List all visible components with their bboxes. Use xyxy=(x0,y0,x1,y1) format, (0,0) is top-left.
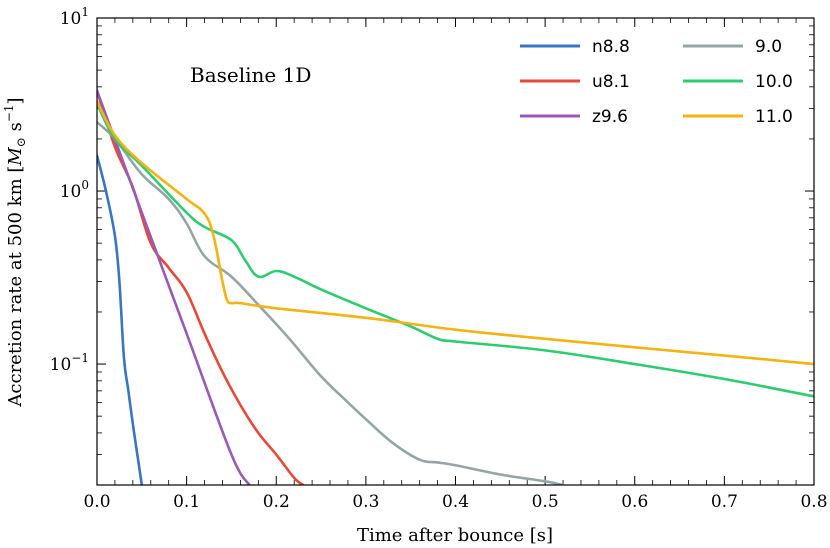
plot-frame xyxy=(96,17,815,486)
x-tick-label: 0.2 xyxy=(263,492,290,512)
legend-label-z9-6: z9.6 xyxy=(592,107,628,127)
series-line-n8-8 xyxy=(97,154,144,485)
series-line-11-0 xyxy=(97,100,814,366)
y-axis-label: Accretion rate at 500 km [M⊙ s−1] xyxy=(2,97,28,407)
legend-label-n8-8: n8.8 xyxy=(592,37,630,57)
y-tick-label: 101 xyxy=(60,5,89,29)
axis-ticks xyxy=(96,17,815,486)
x-tick-label: 0.4 xyxy=(442,492,469,512)
y-axis-label-unit: s xyxy=(5,122,26,137)
legend-label-10-0: 10.0 xyxy=(755,72,793,92)
legend: n8.8 u8.1 z9.6 9.0 10.0 11.0 xyxy=(520,37,793,127)
baseline-annotation: Baseline 1D xyxy=(190,63,311,87)
y-axis-label-exponent: −1 xyxy=(2,104,16,122)
series-line-z9-6 xyxy=(97,89,251,485)
legend-label-u8-1: u8.1 xyxy=(592,72,630,92)
y-tick-label: 100 xyxy=(60,178,89,202)
x-axis-label: Time after bounce [s] xyxy=(357,525,553,546)
y-axis-label-prefix: Accretion rate at 500 km [ xyxy=(5,166,26,408)
x-tick-label: 0.7 xyxy=(711,492,738,512)
x-tick-label: 0.8 xyxy=(800,492,827,512)
legend-label-11-0: 11.0 xyxy=(755,107,793,127)
x-tick-label: 0.1 xyxy=(173,492,200,512)
x-tick-label: 0.3 xyxy=(352,492,379,512)
series-layer xyxy=(97,89,814,485)
x-tick-label: 0.0 xyxy=(83,492,110,512)
y-axis-label-sun: ⊙ xyxy=(14,137,28,147)
series-line-10-0 xyxy=(97,102,814,398)
x-tick-label: 0.5 xyxy=(532,492,559,512)
legend-label-9-0: 9.0 xyxy=(755,37,782,57)
x-tick-label: 0.6 xyxy=(621,492,648,512)
y-axis-label-suffix: ] xyxy=(5,97,26,104)
series-line-9-0 xyxy=(97,120,565,485)
y-tick-label: 10−1 xyxy=(50,351,89,375)
y-axis-label-mass: M xyxy=(5,147,26,167)
tick-labels: 0.0 0.1 0.2 0.3 0.4 0.5 0.6 0.7 0.8 101 100 10−1 xyxy=(50,5,828,512)
